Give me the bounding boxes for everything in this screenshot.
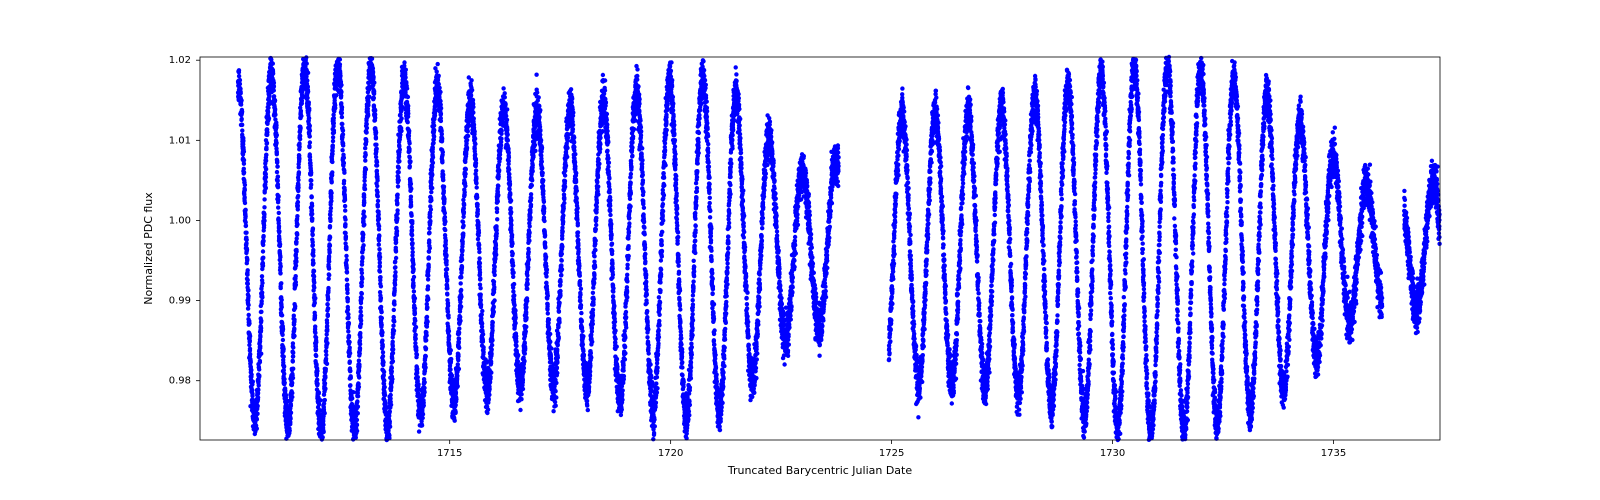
x-tick-label: 1715	[437, 448, 462, 459]
y-tick-label: 1.02	[169, 55, 191, 66]
y-tick-label: 1.01	[169, 135, 191, 146]
x-tick-label: 1720	[658, 448, 683, 459]
y-tick-label: 1.00	[169, 215, 191, 226]
x-tick-label: 1735	[1321, 448, 1346, 459]
x-tick-label: 1725	[879, 448, 904, 459]
lightcurve-chart: 1715 1720 1725 1730 1735 0.98 0.99 1.00 1.01 1.02…	[0, 0, 1600, 500]
y-tick-label: 0.98	[169, 376, 191, 387]
y-axis-label: Normalized PDC flux	[142, 192, 155, 305]
y-tick-label: 0.99	[169, 296, 191, 307]
x-axis-label: Truncated Barycentric Julian Date	[727, 464, 913, 477]
x-tick-label: 1730	[1100, 448, 1125, 459]
